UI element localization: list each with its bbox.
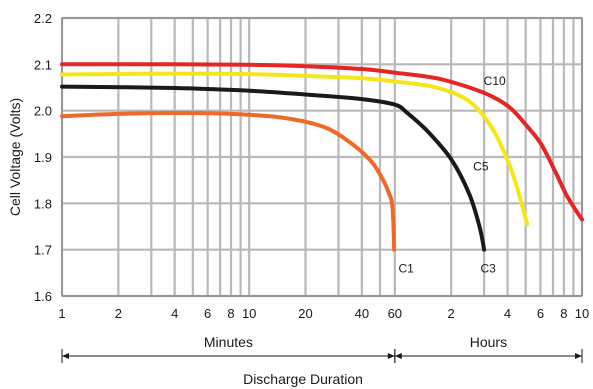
x-tick-label: 4 [171, 306, 178, 321]
series-label-c1: C1 [398, 262, 414, 276]
series-label-c5: C5 [473, 160, 489, 174]
x-tick-label: 8 [227, 306, 234, 321]
series-line-c10 [60, 62, 584, 222]
grid-lines [60, 16, 584, 298]
range-arrow-left [394, 353, 402, 359]
range-arrow-left [62, 353, 69, 359]
x-axis-label: Discharge Duration [243, 371, 363, 387]
y-axis-label: Cell Voltage (Volts) [7, 98, 23, 216]
y-tick-label: 1.7 [34, 243, 52, 258]
y-tick-labels: 1.6 1.7 1.8 1.9 2.0 2.1 2.2 [34, 11, 52, 304]
series-line-c1 [60, 111, 397, 252]
series-line-c3 [60, 84, 487, 252]
x-tick-label: 8 [560, 306, 567, 321]
series-curves: C1 C3 C5 C10 [60, 62, 584, 276]
range-label: Hours [470, 334, 507, 350]
range-arrow-right [387, 353, 395, 359]
plot-frame [61, 17, 583, 297]
y-tick-label: 1.9 [34, 150, 52, 165]
x-tick-label: 6 [204, 306, 211, 321]
x-tick-labels: 1 2 4 6 8 10 20 40 60 2 4 6 8 10 [58, 306, 589, 321]
x-tick-label: 1 [58, 306, 65, 321]
x-tick-label: 40 [355, 306, 369, 321]
range-labels: Minutes Hours [61, 334, 583, 363]
range-hours: Hours [394, 334, 583, 363]
x-tick-label: 2 [448, 306, 455, 321]
y-tick-label: 2.2 [34, 11, 52, 26]
series-label-c3: C3 [480, 262, 496, 276]
range-arrow-right [575, 353, 582, 359]
range-label: Minutes [204, 334, 253, 350]
range-minutes: Minutes [61, 334, 396, 363]
y-tick-label: 1.8 [34, 196, 52, 211]
x-tick-label: 10 [242, 306, 256, 321]
x-tick-label: 2 [115, 306, 122, 321]
x-tick-label: 10 [575, 306, 589, 321]
x-tick-label: 4 [504, 306, 511, 321]
x-tick-label: 20 [298, 306, 312, 321]
y-tick-label: 1.6 [34, 289, 52, 304]
series-line-c5 [60, 71, 529, 227]
x-tick-label: 60 [388, 306, 402, 321]
y-tick-label: 2.1 [34, 57, 52, 72]
y-tick-label: 2.0 [34, 104, 52, 119]
x-tick-label: 6 [537, 306, 544, 321]
series-label-c10: C10 [484, 74, 506, 88]
